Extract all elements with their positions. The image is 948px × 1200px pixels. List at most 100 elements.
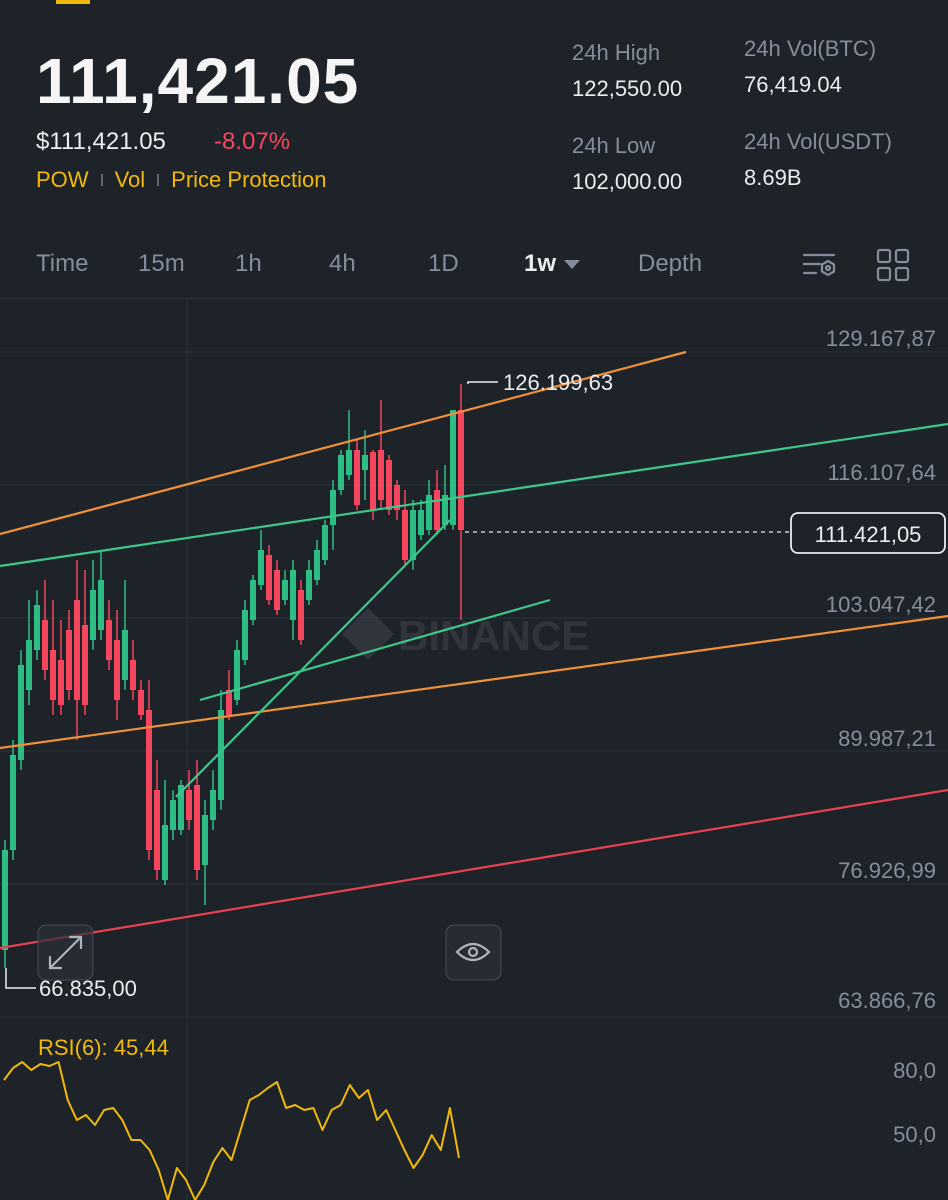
candle-body	[90, 590, 96, 640]
stat-value: 8.69B	[744, 165, 802, 190]
fullscreen-button[interactable]	[37, 924, 94, 981]
candle-body	[154, 790, 160, 870]
candle-body	[106, 620, 112, 660]
eye-icon	[455, 942, 491, 962]
candle-body	[210, 790, 216, 820]
candle-body	[266, 555, 272, 600]
candle-body	[50, 650, 56, 700]
stat-label: 24h High	[572, 40, 661, 65]
tab-time[interactable]: Time	[36, 250, 89, 277]
candle-body	[162, 825, 168, 880]
candle-body	[258, 550, 264, 585]
candle-body	[42, 620, 48, 670]
lower-green-trend-line	[199, 598, 551, 702]
rsi-label: RSI(6): 45,44	[38, 1035, 169, 1060]
stat-label: 24h Low	[572, 133, 656, 158]
candle-body	[458, 410, 464, 530]
candle-body	[10, 755, 16, 850]
rising-green-trend-line	[175, 519, 451, 798]
candle-body	[338, 455, 344, 490]
candle-body	[186, 790, 192, 820]
low-marker-leader	[5, 968, 36, 989]
tab-4h[interactable]: 4h	[329, 250, 356, 277]
indicator-settings-icon[interactable]	[802, 248, 838, 284]
tab-1w-label: 1w	[524, 250, 557, 277]
candle-body	[442, 495, 448, 525]
price-axis: 129.167,87 116.107,64 103.047,42 89.987,…	[826, 326, 936, 1013]
stat-label: 24h Vol(BTC)	[744, 36, 877, 61]
candles	[2, 384, 464, 968]
stat-24h-low: 24h Low 102,000.00	[572, 133, 682, 195]
tag-vol[interactable]: Vol	[114, 167, 146, 192]
current-price-tag-text: 111.421,05	[815, 522, 922, 547]
candle-body	[82, 625, 88, 705]
layout-grid-icon[interactable]	[876, 248, 910, 282]
candle-body	[178, 785, 184, 830]
rsi-axis-label: 80,0	[893, 1058, 936, 1083]
stat-value: 76,419.04	[744, 72, 842, 97]
interval-tabs: Time 15m 1h 4h 1D 1w Depth	[0, 240, 948, 292]
candle-body	[2, 850, 8, 950]
toggle-visibility-button[interactable]	[445, 924, 502, 981]
candle-body	[202, 815, 208, 865]
lower-orange-trend-line	[0, 614, 948, 750]
candle-body	[330, 490, 336, 525]
price-axis-label: 63.866,76	[838, 988, 936, 1013]
candle-body	[290, 570, 296, 620]
upper-orange-trend-line	[0, 350, 687, 536]
candle-body	[218, 710, 224, 800]
candle-body	[170, 800, 176, 830]
price-axis-label: 129.167,87	[826, 326, 936, 351]
candle-body	[58, 660, 64, 705]
tag-pow[interactable]: POW	[36, 167, 89, 192]
tab-1d[interactable]: 1D	[428, 250, 459, 277]
price-axis-label: 116.107,64	[828, 460, 936, 485]
chart-svg[interactable]: BINANCE 111.421,05 126.199,63 66.835,00 …	[0, 299, 948, 1200]
stat-24h-vol-btc: 24h Vol(BTC) 76,419.04	[744, 36, 876, 98]
candle-body	[410, 510, 416, 560]
tag-separator	[100, 174, 103, 186]
candle-body	[322, 525, 328, 560]
rsi-axis-label: 50,0	[893, 1122, 936, 1147]
candle-body	[66, 630, 72, 690]
tab-1h[interactable]: 1h	[235, 250, 262, 277]
candle-body	[26, 640, 32, 690]
candle-body	[418, 510, 424, 535]
tab-depth[interactable]: Depth	[638, 250, 703, 277]
candle-body	[146, 710, 152, 850]
current-price-tag	[790, 512, 946, 554]
candle-body	[242, 610, 248, 660]
candle-body	[98, 580, 104, 630]
candle-body	[274, 570, 280, 610]
stat-24h-vol-usdt: 24h Vol(USDT) 8.69B	[744, 129, 892, 191]
stat-value: 102,000.00	[572, 169, 683, 194]
candle-body	[282, 580, 288, 600]
candle-body	[354, 450, 360, 505]
candle-body	[426, 495, 432, 530]
tag-price-protection[interactable]: Price Protection	[171, 167, 327, 192]
candle-body	[386, 460, 392, 510]
candle-body	[250, 580, 256, 620]
tab-15m[interactable]: 15m	[138, 250, 185, 277]
rsi-axis: 80,0 50,0	[893, 1058, 936, 1147]
candle-body	[194, 785, 200, 870]
candle-body	[362, 455, 368, 470]
candle-body	[234, 650, 240, 700]
candle-body	[346, 450, 352, 475]
ticker-tags: POW Vol Price Protection	[36, 167, 326, 193]
candle-body	[450, 410, 456, 525]
candle-body	[138, 690, 144, 715]
price-axis-label: 103.047,42	[826, 592, 936, 617]
header-divider	[0, 298, 948, 299]
stat-24h-high: 24h High 122,550.00	[572, 40, 682, 102]
candle-body	[74, 600, 80, 700]
candle-body	[306, 570, 312, 600]
candle-body	[298, 590, 304, 640]
stat-value: 122,550.00	[572, 76, 683, 101]
candle-body	[434, 490, 440, 530]
last-price-usd: $111,421.05	[36, 128, 166, 155]
tab-1w[interactable]: 1w	[524, 250, 581, 278]
candle-body	[402, 510, 408, 560]
candle-body	[370, 452, 376, 510]
candlestick-chart[interactable]: BINANCE 111.421,05 126.199,63 66.835,00 …	[0, 299, 948, 1200]
